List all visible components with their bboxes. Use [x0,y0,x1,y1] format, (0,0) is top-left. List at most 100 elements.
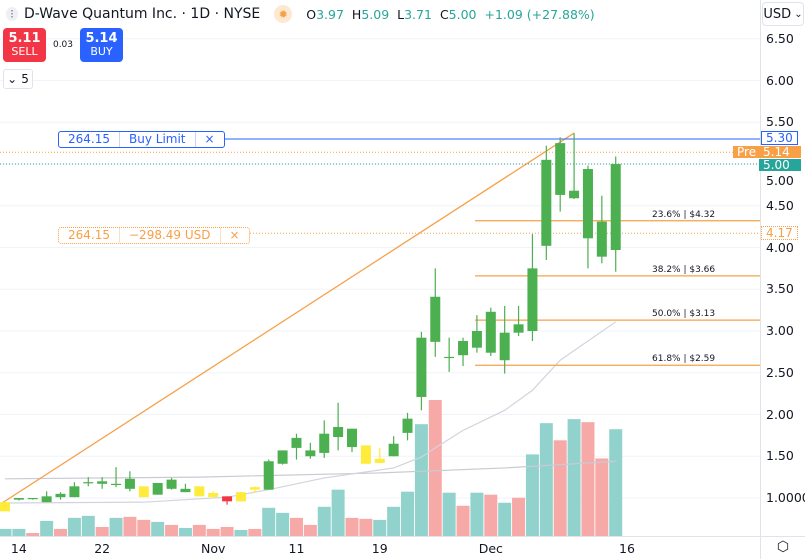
price-tick: 1.0000 [766,490,805,505]
trade-panel: 5.11 SELL 0.03 5.14 BUY [3,28,123,62]
volume-bar [178,527,192,536]
price-tick: 6.00 [766,72,794,88]
time-tick: 11 [288,541,305,556]
candle-body [0,502,10,512]
candle-body [249,487,260,490]
candle-body [541,159,552,246]
volume-bar [595,458,609,536]
volume-bar [512,497,526,536]
chart-settings-icon[interactable]: ⬡ [776,539,790,555]
volume-bar [165,524,179,536]
fib-level-label: 61.8% | $2.59 [652,354,715,364]
candle-body [610,164,621,251]
volume-bar [248,528,262,536]
price-tick: 6.50 [766,30,794,46]
time-tick: 22 [94,541,111,556]
price-axis[interactable] [760,0,805,559]
volume-bar [109,517,123,536]
buy-limit-price-label: 5.30 [761,130,798,145]
buy-price: 5.14 [85,31,118,46]
currency-dropdown[interactable]: USD ⌄ [762,2,804,26]
close-icon[interactable]: × [219,228,249,243]
volume-bar [553,440,567,536]
premarket-sun-icon: ✹ [274,5,293,23]
volume-bar [262,507,276,536]
order-type: Buy Limit [119,132,195,147]
volume-bar [95,526,109,536]
volume-bar [234,529,248,536]
volume-bar [81,515,95,536]
volume-bar [387,506,401,536]
candle-body [41,496,52,503]
volume-bar [289,517,303,536]
volume-bar [567,419,581,536]
candle-body [402,418,413,433]
premarket-tag: Pre [733,146,761,159]
time-tick: Dec [478,541,503,556]
volume-bar [303,524,317,536]
candle-body [471,331,482,348]
currency-label: USD [763,6,792,22]
buy-label: BUY [90,45,113,58]
candle-body [235,492,246,502]
position-pnl: −298.49 USD [119,228,220,243]
moving-average-slow [4,460,616,480]
volume-bar [137,519,151,536]
sell-label: SELL [11,45,38,58]
position-price-label: 4.17 [761,226,798,241]
candle-body [333,427,344,438]
candle-body [485,311,496,353]
candle-body [569,190,580,199]
candle-body [124,478,135,489]
volume-bar [123,516,137,536]
candle-body [513,324,524,333]
candle-body [55,493,66,498]
fib-level-label: 38.2% | $3.66 [652,265,715,275]
volume-bar [317,506,331,536]
indicator-count: 5 [21,72,29,86]
volume-bar [484,494,498,536]
position-qty: 264.15 [68,228,110,242]
premarket-price-label: 5.14 [759,146,801,159]
sell-button[interactable]: 5.11 SELL [3,28,46,62]
time-tick: Nov [200,541,226,556]
moving-average-fast [4,321,617,504]
volume-bar [26,532,40,536]
volume-bar [498,502,512,536]
volume-bar [0,528,12,536]
candle-body [305,450,316,457]
price-tick: 2.00 [766,406,794,422]
volume-bar [192,524,206,536]
buy-limit-order-label[interactable]: 264.15 Buy Limit × [58,131,225,148]
candle-body [360,445,371,464]
indicators-collapse-button[interactable]: ⌄ 5 [3,69,33,89]
price-tick: 3.00 [766,323,794,338]
volume-bar [442,492,456,536]
volume-bar [470,492,484,536]
candle-body [180,488,191,493]
chevron-down-icon: ⌄ [7,72,18,86]
symbol-title[interactable]: D-Wave Quantum Inc. · 1D · NYSE [24,6,261,22]
candle-body [416,337,427,397]
ohlc-values: O3.97 H5.09 L3.71 C5.00 +1.09 (+27.88%) [306,6,595,22]
position-label[interactable]: 264.15 −298.49 USD × [58,227,250,244]
volume-bar [428,400,442,536]
volume-bar [359,518,373,536]
time-tick: 16 [619,541,635,556]
candle-body [69,486,80,498]
candle-body [499,332,510,361]
symbol-legend: ⁝ D-Wave Quantum Inc. · 1D · NYSE ✹ O3.9… [6,4,599,24]
drag-handle-icon[interactable]: ⁝ [6,7,18,21]
buy-button[interactable]: 5.14 BUY [80,28,123,62]
candle-body [166,479,177,489]
candle-body [97,481,108,484]
candle-body [208,492,219,498]
close-icon[interactable]: × [194,132,224,147]
candle-body [444,356,455,359]
volume-bar [151,521,165,536]
candle-body [194,486,205,497]
volume-bar [220,526,234,536]
fib-level-label: 50.0% | $3.13 [652,309,715,319]
volume-bar [54,528,68,536]
